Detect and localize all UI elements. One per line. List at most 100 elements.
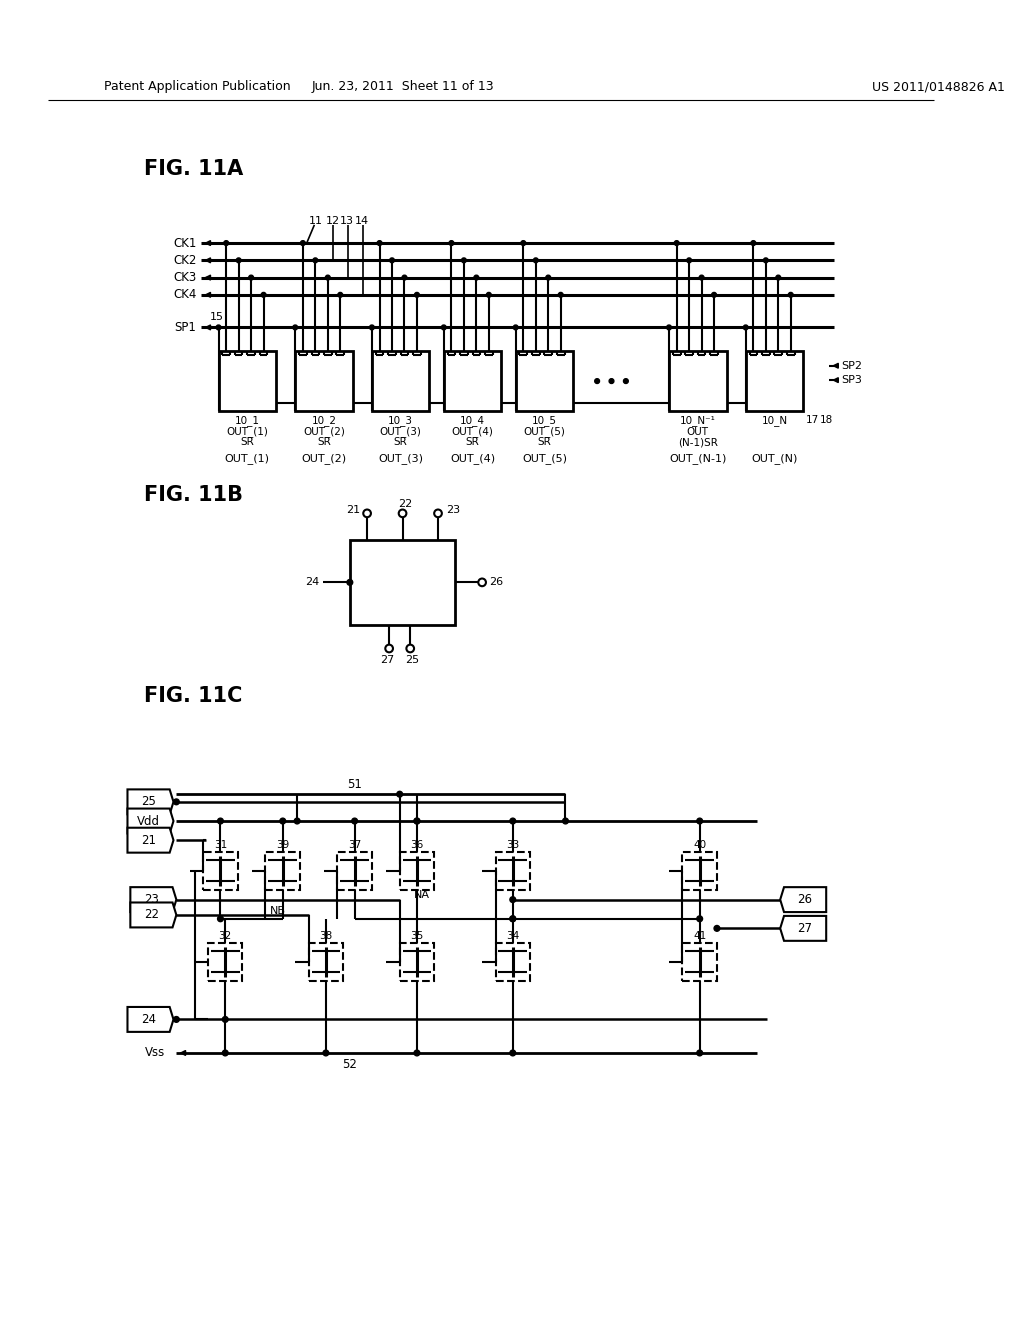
Bar [308, 942, 343, 981]
Text: CK1: CK1 [173, 236, 197, 249]
Circle shape [462, 257, 466, 263]
Text: 39: 39 [276, 840, 290, 850]
Circle shape [389, 257, 394, 263]
Text: SR: SR [317, 437, 331, 447]
Circle shape [714, 925, 720, 931]
Text: 10_N: 10_N [762, 414, 787, 426]
Circle shape [222, 1016, 228, 1022]
Circle shape [370, 325, 375, 330]
Bar [203, 851, 238, 890]
Circle shape [222, 1051, 228, 1056]
Circle shape [441, 325, 446, 330]
Circle shape [546, 275, 551, 280]
Text: OUT_(2): OUT_(2) [303, 426, 345, 437]
Circle shape [313, 257, 317, 263]
Text: 11: 11 [309, 216, 324, 226]
Circle shape [173, 1016, 179, 1022]
Bar [682, 851, 717, 890]
Circle shape [450, 240, 454, 246]
Bar [443, 351, 502, 411]
Circle shape [415, 293, 419, 297]
Text: OUT_(1): OUT_(1) [226, 426, 268, 437]
Circle shape [687, 257, 691, 263]
Circle shape [217, 818, 223, 824]
Text: 17: 17 [806, 416, 819, 425]
Text: OUT_(4): OUT_(4) [450, 453, 495, 465]
Text: 34: 34 [506, 931, 519, 941]
Circle shape [237, 257, 241, 263]
Text: 15: 15 [210, 312, 223, 322]
Bar [372, 351, 429, 411]
Circle shape [397, 791, 402, 797]
Text: 21: 21 [346, 506, 360, 516]
Circle shape [338, 293, 343, 297]
Circle shape [377, 240, 382, 246]
Text: 22: 22 [144, 908, 159, 921]
Bar [745, 351, 803, 411]
Bar [669, 351, 726, 411]
Circle shape [609, 379, 614, 384]
Bar [399, 942, 434, 981]
Circle shape [595, 379, 599, 384]
Text: 14: 14 [355, 216, 370, 226]
Polygon shape [780, 887, 826, 912]
Bar [682, 942, 717, 981]
Circle shape [696, 818, 702, 824]
Text: 31: 31 [214, 840, 227, 850]
Circle shape [300, 240, 305, 246]
Text: 27: 27 [380, 655, 394, 665]
Polygon shape [127, 1007, 173, 1032]
Text: CK3: CK3 [173, 271, 197, 284]
Text: OUT_(5): OUT_(5) [522, 453, 567, 465]
Polygon shape [127, 789, 173, 814]
Circle shape [293, 325, 298, 330]
Text: US 2011/0148826 A1: US 2011/0148826 A1 [872, 81, 1006, 94]
Text: (N-1)SR: (N-1)SR [678, 437, 718, 447]
Text: 36: 36 [411, 840, 424, 850]
Circle shape [352, 818, 357, 824]
Text: 38: 38 [319, 931, 333, 941]
Polygon shape [130, 903, 176, 928]
Text: OUT_(5): OUT_(5) [523, 426, 565, 437]
Circle shape [294, 818, 300, 824]
Circle shape [249, 275, 254, 280]
Circle shape [478, 578, 486, 586]
Bar [208, 942, 243, 981]
Text: OUT_(2): OUT_(2) [301, 453, 346, 465]
Text: 26: 26 [798, 894, 813, 906]
Text: 23: 23 [144, 894, 159, 906]
Circle shape [674, 240, 679, 246]
Text: 26: 26 [488, 577, 503, 587]
Circle shape [323, 1051, 329, 1056]
Circle shape [558, 293, 563, 297]
Bar [265, 851, 300, 890]
Text: 22: 22 [398, 499, 413, 508]
Text: 12: 12 [326, 216, 340, 226]
Text: SR: SR [241, 437, 254, 447]
Text: 24: 24 [305, 577, 319, 587]
Text: FIG. 11B: FIG. 11B [143, 486, 243, 506]
Text: 41: 41 [693, 931, 707, 941]
Circle shape [513, 325, 518, 330]
Text: 52: 52 [342, 1057, 357, 1071]
Text: 10_3: 10_3 [388, 414, 413, 426]
Text: NB: NB [270, 906, 286, 916]
Circle shape [216, 325, 221, 330]
Circle shape [217, 916, 223, 921]
Circle shape [414, 818, 420, 824]
Text: NA: NA [414, 890, 430, 900]
Text: Jun. 23, 2011  Sheet 11 of 13: Jun. 23, 2011 Sheet 11 of 13 [311, 81, 494, 94]
Circle shape [696, 916, 702, 921]
Bar [295, 351, 352, 411]
Text: Patent Application Publication: Patent Application Publication [103, 81, 290, 94]
Text: FIG. 11A: FIG. 11A [143, 160, 243, 180]
Text: 40: 40 [693, 840, 707, 850]
Bar [337, 851, 372, 890]
Circle shape [510, 916, 516, 921]
Circle shape [280, 818, 286, 824]
Circle shape [510, 896, 516, 903]
Text: 18: 18 [819, 416, 833, 425]
Circle shape [764, 257, 768, 263]
Text: Vdd: Vdd [137, 814, 160, 828]
Circle shape [667, 325, 672, 330]
